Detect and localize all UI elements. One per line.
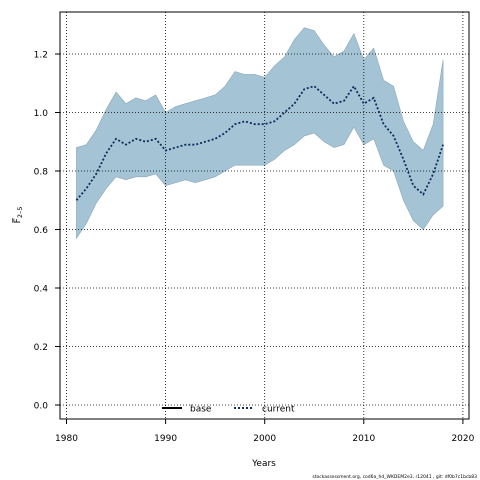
y-tick-label: 0.0: [34, 402, 49, 412]
series-line-layer: [75, 84, 444, 201]
legend: base current: [162, 405, 295, 415]
y-tick-label: 1.2: [34, 51, 48, 61]
x-tick-label: 1990: [154, 434, 177, 444]
confidence-band-layer: [76, 27, 444, 240]
legend-label-current: current: [262, 405, 295, 415]
confidence-band: [76, 27, 444, 240]
y-tick-label: 0.4: [34, 285, 49, 295]
footnote: stockassessment.org, cod6a_hd_WKDEM2e3, …: [312, 474, 477, 480]
y-tick-label: 1.0: [34, 109, 49, 119]
svg-text:F̅2–5: F̅2–5: [11, 207, 24, 224]
y-axis-label-symbol: F̅: [11, 217, 23, 223]
y-axis: 0.0 0.2 0.4 0.6 0.8 1.0 1.2: [34, 51, 60, 412]
grid-layer: [60, 12, 469, 419]
y-tick-label: 0.6: [34, 226, 49, 236]
x-axis: 1980 1990 2000 2010 2020: [55, 419, 475, 444]
series-line-current: [75, 84, 444, 201]
y-tick-label: 0.2: [34, 343, 48, 353]
x-tick-label: 1980: [55, 434, 78, 444]
x-axis-label: Years: [251, 459, 276, 469]
x-tick-label: 2020: [451, 434, 474, 444]
y-tick-label: 0.8: [34, 168, 49, 178]
x-tick-label: 2000: [253, 434, 276, 444]
x-tick-label: 2010: [352, 434, 375, 444]
legend-label-base: base: [190, 405, 212, 415]
y-axis-label-subscript: 2–5: [16, 207, 24, 219]
y-axis-label: F̅2–5: [11, 207, 24, 224]
